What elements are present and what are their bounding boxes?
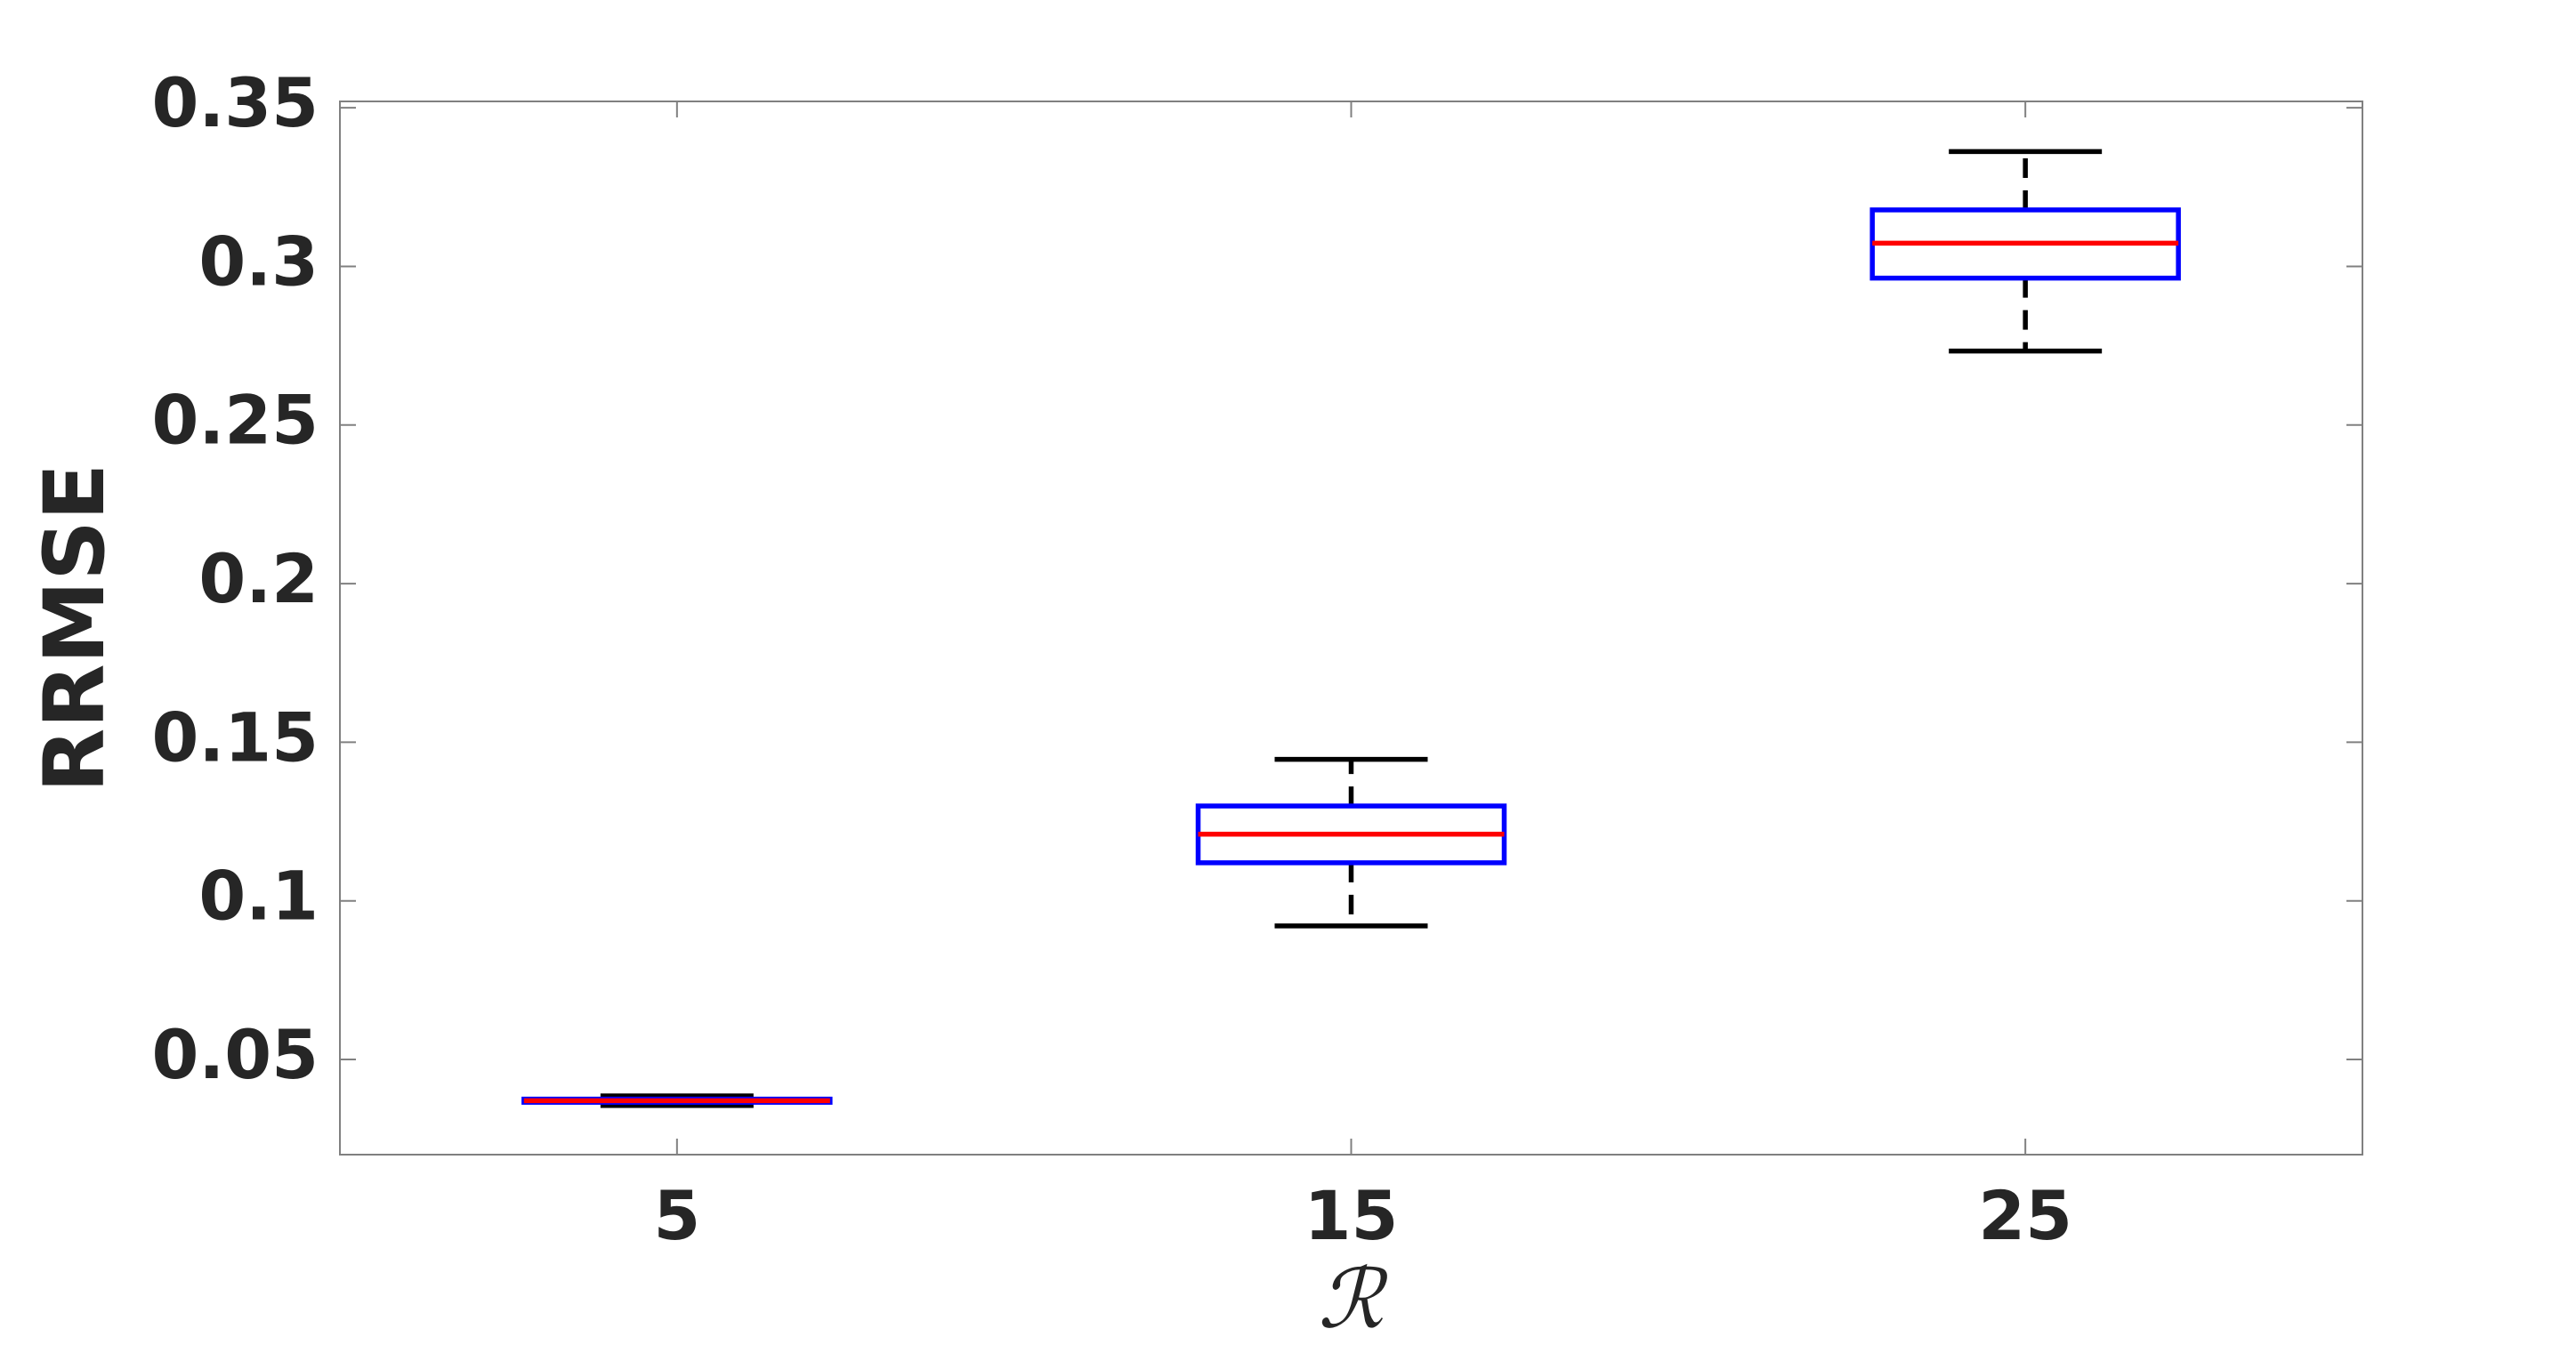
x-axis-label: ℛ [1318, 1252, 1388, 1345]
y-tick-label: 0.35 [151, 63, 319, 142]
y-tick-label: 0.3 [198, 221, 319, 301]
x-tick-label: 25 [1978, 1176, 2072, 1255]
y-axis-label: RRMSE [27, 463, 124, 793]
x-tick-label: 15 [1304, 1176, 1399, 1255]
y-tick-label: 0.05 [151, 1015, 319, 1094]
plot-area [339, 101, 2363, 1156]
y-tick-label: 0.1 [198, 857, 319, 936]
y-tick-label: 0.2 [198, 539, 319, 618]
y-tick-label: 0.25 [151, 381, 319, 460]
x-tick-label: 5 [653, 1176, 700, 1255]
y-tick-label: 0.15 [151, 697, 319, 777]
